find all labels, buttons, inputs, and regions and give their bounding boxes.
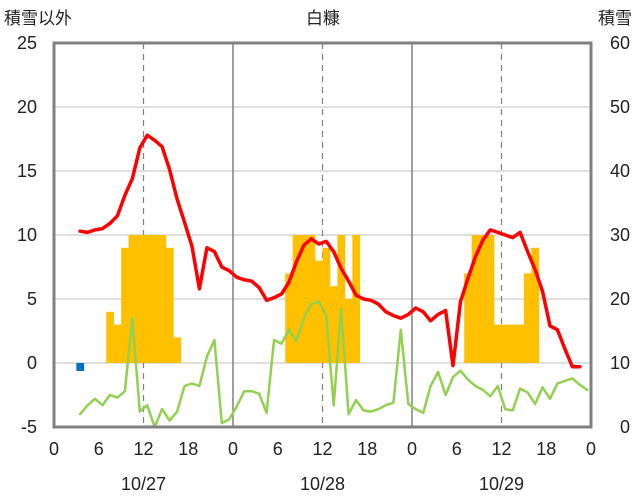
bar-series-0-bar: [337, 235, 346, 363]
x-tick-label: 12: [312, 439, 332, 459]
bar-series-0-bar: [322, 247, 331, 363]
left-axis-label: 積雪以外: [4, 9, 72, 29]
bar-series-0-bar: [329, 286, 338, 363]
left-tick-label: 10: [17, 225, 37, 245]
bar-series-0-bar: [121, 247, 129, 363]
bar-series: [76, 235, 540, 371]
x-tick-label: 18: [178, 439, 198, 459]
bar-series-0-bar: [486, 235, 495, 363]
bar-series-0-bar: [344, 299, 353, 363]
left-tick-label: -5: [21, 417, 37, 437]
x-tick-label: 6: [94, 439, 104, 459]
bar-series-0-bar: [315, 260, 323, 363]
x-tick-label: 6: [452, 439, 462, 459]
bar-series-0-bar: [165, 247, 174, 363]
bar-series-0-bar: [128, 235, 137, 363]
bar-series-1-bar: [76, 363, 85, 371]
left-tick-label: 5: [27, 289, 37, 309]
bar-series-0-bar: [516, 324, 525, 363]
bar-series-0-bar: [300, 235, 308, 363]
bar-series-0-bar: [136, 235, 144, 363]
bar-series-0-bar: [531, 247, 540, 363]
x-tick-label: 0: [586, 439, 596, 459]
date-label: 10/28: [300, 474, 345, 494]
right-tick-label: 60: [610, 33, 630, 53]
chart-title: 白糠: [306, 8, 340, 29]
right-tick-label: 40: [610, 161, 630, 181]
right-tick-label: 50: [610, 97, 630, 117]
bar-series-0-bar: [285, 273, 293, 363]
line-series-2: [78, 133, 582, 369]
bar-series-0-bar: [150, 235, 159, 363]
bar-series-0-bar: [523, 273, 532, 363]
date-label: 10/29: [479, 474, 524, 494]
bar-series-0-bar: [352, 235, 361, 363]
bar-series-0-bar: [113, 324, 122, 363]
bar-series-0-bar: [494, 324, 502, 363]
x-tick-label: 18: [536, 439, 556, 459]
x-tick-label: 0: [49, 439, 59, 459]
right-tick-label: 10: [610, 353, 630, 373]
date-label: 10/27: [121, 474, 166, 494]
bar-series-0-bar: [158, 235, 167, 363]
plot-frame: [52, 41, 593, 429]
x-tick-label: 12: [133, 439, 153, 459]
bar-series-0-bar: [479, 235, 487, 363]
left-tick-label: 15: [17, 161, 37, 181]
bar-series-0-bar: [307, 235, 316, 363]
bar-series-0-bar: [292, 235, 301, 363]
left-tick-label: 20: [17, 97, 37, 117]
right-tick-label: 20: [610, 289, 630, 309]
x-tick-label: 0: [407, 439, 417, 459]
bar-series-0-bar: [143, 235, 152, 363]
bar-series-0-bar: [106, 311, 114, 363]
bar-series-0-bar: [508, 324, 517, 363]
bar-series-0-bar: [464, 273, 472, 363]
bar-series-0-bar: [501, 324, 510, 363]
x-tick-label: 12: [491, 439, 511, 459]
left-tick-label: 25: [17, 33, 37, 53]
bar-series-0-bar: [173, 337, 182, 363]
right-tick-label: 0: [620, 417, 630, 437]
right-tick-label: 30: [610, 225, 630, 245]
x-tick-label: 6: [273, 439, 283, 459]
x-tick-label: 0: [228, 439, 238, 459]
line-series-3: [78, 300, 589, 429]
right-axis-label: 積雪: [598, 9, 632, 29]
x-tick-label: 18: [357, 439, 377, 459]
bar-series-0-bar: [471, 235, 480, 363]
left-tick-label: 0: [27, 353, 37, 373]
